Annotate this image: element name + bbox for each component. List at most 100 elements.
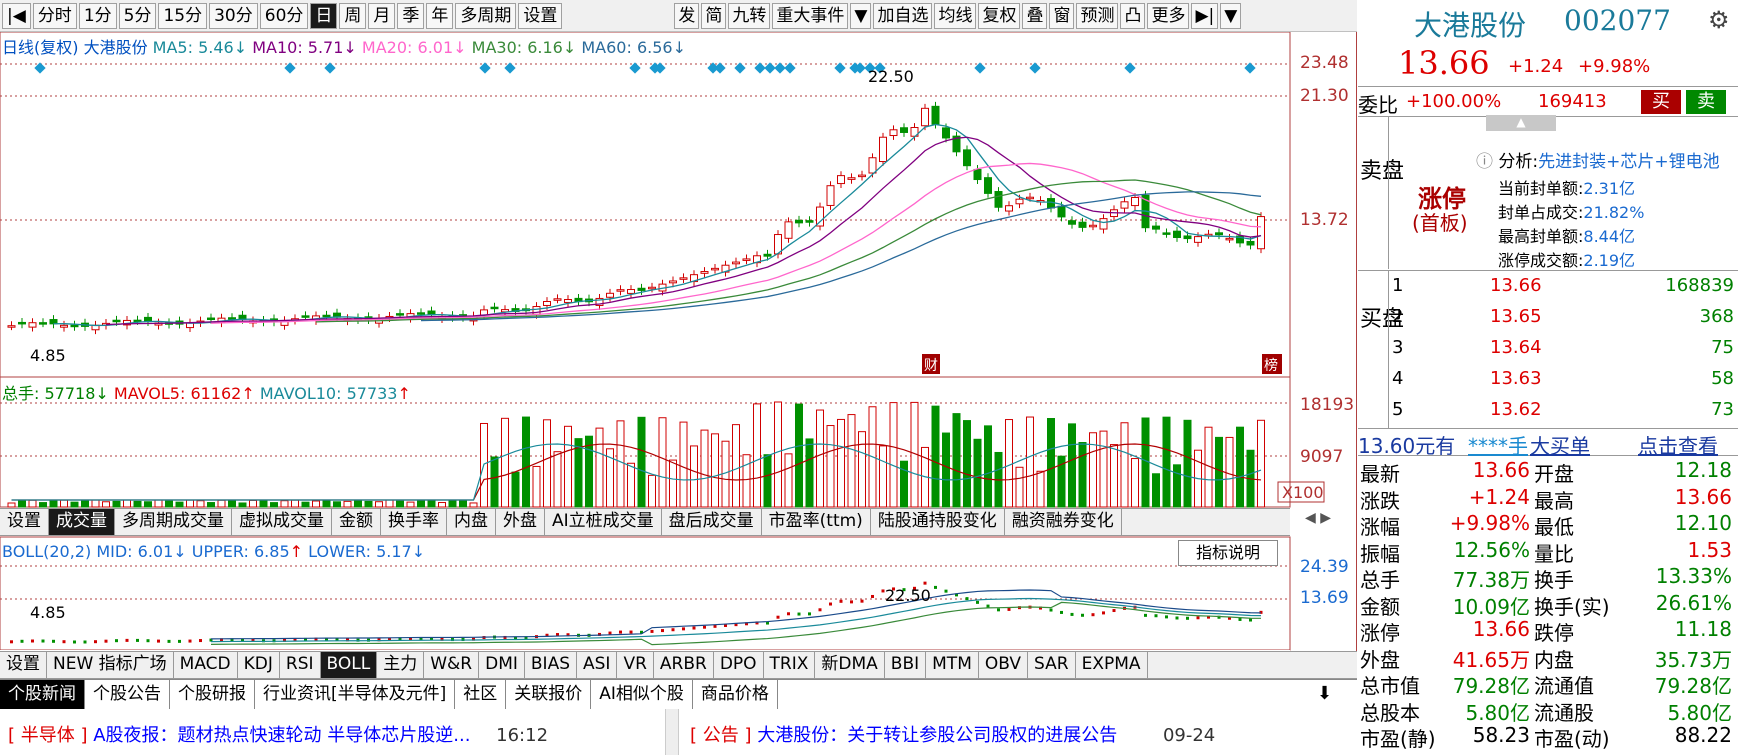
bottom-tab[interactable]: SAR (1028, 652, 1076, 678)
sell-button[interactable]: 卖 (1686, 90, 1726, 114)
boll-candle (10, 640, 13, 644)
bottom-tab[interactable]: MACD (174, 652, 238, 678)
period-button[interactable]: 1分 (78, 2, 117, 29)
period-button[interactable]: 日 (310, 2, 338, 29)
tool-button[interactable]: 凸 (1120, 2, 1146, 29)
bid-row[interactable]: 3 13.64 75 (1358, 335, 1738, 363)
indicator-tab[interactable]: 盘后成交量 (662, 509, 762, 535)
bottom-tab[interactable]: ASI (577, 652, 618, 678)
period-button[interactable]: 30分 (209, 2, 258, 29)
bottom-tab[interactable]: DPO (714, 652, 764, 678)
bottom-tab[interactable]: BBI (885, 652, 927, 678)
bottom-tab[interactable]: VR (617, 652, 654, 678)
tool-button[interactable]: 复权 (978, 2, 1021, 29)
bottom-tab[interactable]: BIAS (525, 652, 577, 678)
news-tab[interactable]: 个股研报 (170, 680, 255, 710)
buy-button[interactable]: 买 (1641, 90, 1681, 114)
tool-button[interactable]: 发 (674, 2, 700, 29)
indicator-tab[interactable]: 外盘 (496, 509, 545, 535)
news-tab[interactable]: 行业资讯[半导体及元件] (255, 680, 456, 710)
period-button[interactable]: 分时 (32, 2, 77, 29)
bid-row[interactable]: 2 13.65 368 (1358, 304, 1738, 332)
indicator-tab[interactable]: 虚拟成交量 (232, 509, 332, 535)
tool-button[interactable]: 加自选 (873, 2, 933, 29)
tool-button[interactable]: ▼ (1220, 2, 1242, 29)
bottom-tab[interactable]: NEW 指标广场 (47, 652, 174, 678)
big-order-link[interactable]: 点击查看 (1638, 434, 1718, 458)
candle (1173, 230, 1181, 238)
boll-candle (745, 622, 748, 626)
tool-button[interactable]: 预测 (1076, 2, 1119, 29)
kline-chart[interactable]: 23.48 21.30 13.72 18193 9097 X100 24.39 13.69 22… (0, 32, 1357, 680)
tool-button[interactable]: 重大事件 (772, 2, 849, 29)
tool-button[interactable]: ▶| (1191, 2, 1219, 29)
volume-bar (984, 425, 992, 508)
bottom-tab[interactable]: DMI (479, 652, 525, 678)
tool-button[interactable]: ▼ (850, 2, 872, 29)
bottom-tab[interactable]: ARBR (654, 652, 714, 678)
volume-bar (637, 416, 646, 508)
first-page-icon[interactable]: |◀ (2, 2, 31, 29)
candle (543, 300, 551, 306)
indicator-help-button[interactable]: 指标说明 (1178, 540, 1278, 566)
indicator-tab[interactable]: 设置 (0, 509, 49, 535)
period-button[interactable]: 年 (426, 2, 454, 29)
period-button[interactable]: 月 (368, 2, 396, 29)
period-button[interactable]: 设置 (518, 2, 563, 29)
indicator-tab[interactable]: 金额 (332, 509, 381, 535)
weicha-value: 169413 (1538, 91, 1607, 112)
period-button[interactable]: 60分 (259, 2, 309, 29)
bid-row[interactable]: 1 13.66 168839 (1358, 273, 1738, 301)
bottom-tab[interactable]: W&R (424, 652, 480, 678)
news-tab[interactable]: 关联报价 (506, 680, 592, 710)
news-download-icon[interactable]: ⬇ (1317, 683, 1333, 704)
candle (39, 322, 47, 325)
bid-row[interactable]: 4 13.63 58 (1358, 366, 1738, 394)
bottom-tab[interactable]: BOLL (320, 652, 378, 678)
bid-row[interactable]: 5 13.62 73 (1358, 397, 1738, 425)
volume-bar (469, 502, 478, 508)
news-tab[interactable]: 社区 (455, 680, 507, 710)
bottom-tab[interactable]: TRIX (764, 652, 816, 678)
tool-button[interactable]: 九转 (728, 2, 771, 29)
bottom-tab[interactable]: OBV (979, 652, 1029, 678)
news-tab[interactable]: 个股公告 (85, 680, 170, 710)
bottom-tab[interactable]: 设置 (0, 652, 47, 678)
period-button[interactable]: 周 (339, 2, 367, 29)
tool-button[interactable]: 窗 (1049, 2, 1075, 29)
tool-button[interactable]: 叠 (1022, 2, 1048, 29)
indicator-tab[interactable]: 换手率 (381, 509, 447, 535)
indicator-tab[interactable]: 成交量 (49, 509, 115, 535)
volume-bar (847, 414, 856, 508)
indicator-scroll[interactable]: ◀ ▶ (1305, 510, 1331, 526)
tool-button[interactable]: 均线 (934, 2, 977, 29)
tool-button[interactable]: 更多 (1147, 2, 1190, 29)
indicator-tab[interactable]: 内盘 (447, 509, 496, 535)
indicator-tab[interactable]: 融资融券变化 (1005, 509, 1122, 535)
period-button[interactable]: 5分 (118, 2, 157, 29)
bottom-tab[interactable]: 主力 (377, 652, 425, 678)
period-button[interactable]: 15分 (158, 2, 208, 29)
indicator-tab[interactable]: 多周期成交量 (115, 509, 232, 535)
news-item[interactable]: [ 公告 ] 大港股份：关于转让参股公司股权的进展公告 09-24 (690, 725, 1216, 746)
indicator-tab[interactable]: 市盈率(ttm) (762, 509, 871, 535)
big-order-row[interactable]: 13.60元有 ****手 大买单 点击查看 (1358, 428, 1738, 458)
indicator-tab[interactable]: 陆股通持股变化 (871, 509, 1005, 535)
collapse-icon[interactable]: ▲ (1486, 115, 1556, 131)
bottom-tab[interactable]: 新DMA (815, 652, 885, 678)
indicator-tab[interactable]: AI立桩成交量 (545, 509, 662, 535)
tool-button[interactable]: 简 (701, 2, 727, 29)
bottom-tab[interactable]: MTM (926, 652, 979, 678)
news-item[interactable]: [ 半导体 ] A股夜报：题材热点快速轮动 半导体芯片股逆... 16:12 (8, 725, 549, 746)
bottom-tab[interactable]: RSI (280, 652, 321, 678)
high-annotation: 22.50 (868, 67, 914, 86)
bid-price: 13.65 (1490, 306, 1542, 327)
period-button[interactable]: 多周期 (455, 2, 517, 29)
news-tab[interactable]: AI相似个股 (591, 680, 693, 710)
news-tab[interactable]: 商品价格 (693, 680, 778, 710)
period-button[interactable]: 季 (397, 2, 425, 29)
bottom-tab[interactable]: KDJ (238, 652, 280, 678)
news-tab[interactable]: 个股新闻 (0, 680, 85, 710)
gear-icon[interactable]: ⚙ (1708, 6, 1730, 34)
bottom-tab[interactable]: EXPMA (1076, 652, 1148, 678)
